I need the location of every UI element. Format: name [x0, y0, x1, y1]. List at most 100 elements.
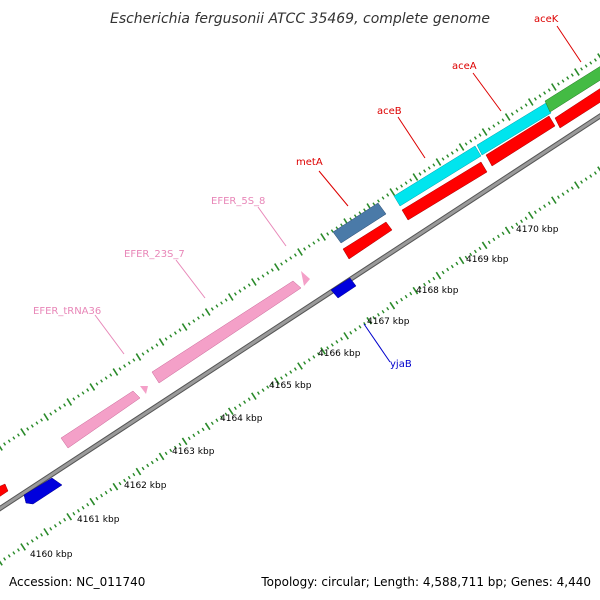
minor-tick — [49, 412, 53, 416]
minor-tick — [266, 385, 270, 389]
gene-feature-trna[interactable] — [60, 390, 141, 449]
major-tick — [251, 278, 257, 286]
major-tick — [112, 368, 119, 376]
kbp-label: 4161 kbp — [77, 515, 120, 525]
minor-tick — [570, 73, 574, 77]
minor-tick — [266, 271, 270, 275]
minor-tick — [312, 241, 316, 245]
gene-feature-trna-tip[interactable] — [140, 386, 148, 394]
minor-tick — [515, 222, 519, 226]
minor-tick — [53, 524, 57, 528]
minor-tick — [400, 297, 403, 302]
minor-tick — [358, 325, 362, 329]
minor-tick — [243, 286, 247, 290]
gene-feature-yjab[interactable] — [330, 277, 357, 299]
minor-tick — [372, 316, 376, 320]
minor-tick — [450, 264, 454, 269]
minor-tick — [473, 249, 477, 254]
minor-tick — [72, 512, 76, 516]
minor-tick — [17, 433, 20, 437]
minor-tick — [109, 487, 113, 492]
gene-feature-meta[interactable] — [332, 202, 387, 244]
minor-tick — [86, 388, 90, 392]
gene-label-efer-23s-7[interactable]: EFER_23S_7 — [124, 249, 185, 260]
gene-label-yjab[interactable]: yjaB — [390, 359, 412, 370]
minor-tick — [557, 82, 560, 86]
label-leaders — [94, 25, 582, 363]
minor-tick — [127, 475, 131, 480]
gene-feature-cds[interactable] — [0, 483, 9, 497]
minor-tick — [40, 418, 43, 422]
minor-tick — [307, 244, 311, 248]
minor-tick — [201, 313, 205, 317]
minor-tick — [317, 352, 320, 356]
minor-tick — [464, 255, 468, 260]
gene-feature-cds[interactable] — [401, 161, 488, 221]
minor-tick — [30, 539, 34, 543]
major-tick — [389, 301, 396, 310]
minor-tick — [377, 199, 380, 203]
minor-tick — [381, 310, 385, 314]
minor-tick — [543, 91, 547, 95]
major-tick — [0, 445, 3, 451]
major-tick — [135, 467, 142, 476]
minor-tick — [81, 391, 85, 395]
minor-tick — [593, 58, 597, 62]
minor-tick — [423, 282, 427, 287]
minor-tick — [349, 217, 353, 221]
minor-tick — [192, 319, 196, 323]
accession-text: Accession: NC_011740 — [9, 575, 145, 589]
minor-tick — [492, 237, 496, 242]
major-tick — [274, 263, 280, 271]
minor-tick — [109, 373, 113, 377]
leader-line — [318, 170, 349, 207]
gene-feature-acek[interactable] — [544, 64, 600, 113]
gene-feature-aceb[interactable] — [393, 145, 482, 207]
minor-tick — [35, 536, 39, 540]
minor-tick — [289, 256, 293, 260]
gene-features — [0, 64, 600, 505]
major-tick — [574, 68, 580, 76]
gene-feature-cds[interactable] — [342, 221, 393, 260]
major-tick — [597, 166, 600, 172]
minor-tick — [533, 97, 537, 101]
major-tick — [343, 332, 349, 340]
gene-feature-acea[interactable] — [476, 102, 552, 156]
minor-tick — [561, 79, 565, 83]
minor-tick — [423, 169, 427, 173]
genome-summary-text: Topology: circular; Length: 4,588,711 bp… — [260, 575, 591, 589]
minor-tick — [280, 376, 283, 380]
minor-tick — [497, 121, 500, 125]
outer-tick-row — [0, 53, 600, 451]
minor-tick — [455, 261, 459, 266]
gene-feature-rrna-5s[interactable] — [301, 271, 310, 286]
minor-tick — [141, 352, 145, 356]
gene-feature-cds[interactable] — [554, 86, 600, 129]
minor-tick — [478, 246, 482, 251]
minor-tick — [173, 331, 177, 335]
gene-label-efer-5s-8[interactable]: EFER_5S_8 — [211, 196, 265, 207]
minor-tick — [303, 247, 307, 251]
minor-tick — [432, 163, 436, 167]
inner-tick-row — [0, 166, 600, 566]
kbp-label: 4160 kbp — [30, 550, 73, 560]
minor-tick — [12, 551, 16, 555]
minor-tick — [173, 445, 177, 450]
gene-feature-rrna-23s[interactable] — [151, 280, 302, 384]
minor-tick — [289, 370, 293, 374]
minor-tick — [58, 406, 62, 410]
gene-feature-cds-reverse[interactable] — [23, 477, 63, 505]
kbp-label: 4165 kbp — [269, 381, 312, 391]
minor-tick — [77, 509, 80, 513]
gene-label-acea[interactable]: aceA — [452, 61, 477, 72]
minor-tick — [220, 301, 223, 305]
minor-tick — [547, 201, 551, 205]
minor-tick — [363, 208, 367, 212]
gene-label-efer-trna36[interactable]: EFER_tRNA36 — [33, 306, 101, 317]
minor-tick — [349, 331, 353, 335]
minor-tick — [150, 346, 154, 350]
gene-label-meta[interactable]: metA — [296, 157, 323, 168]
gene-feature-cds[interactable] — [485, 115, 556, 167]
gene-label-acek[interactable]: aceK — [534, 14, 559, 25]
gene-label-aceb[interactable]: aceB — [377, 106, 402, 117]
